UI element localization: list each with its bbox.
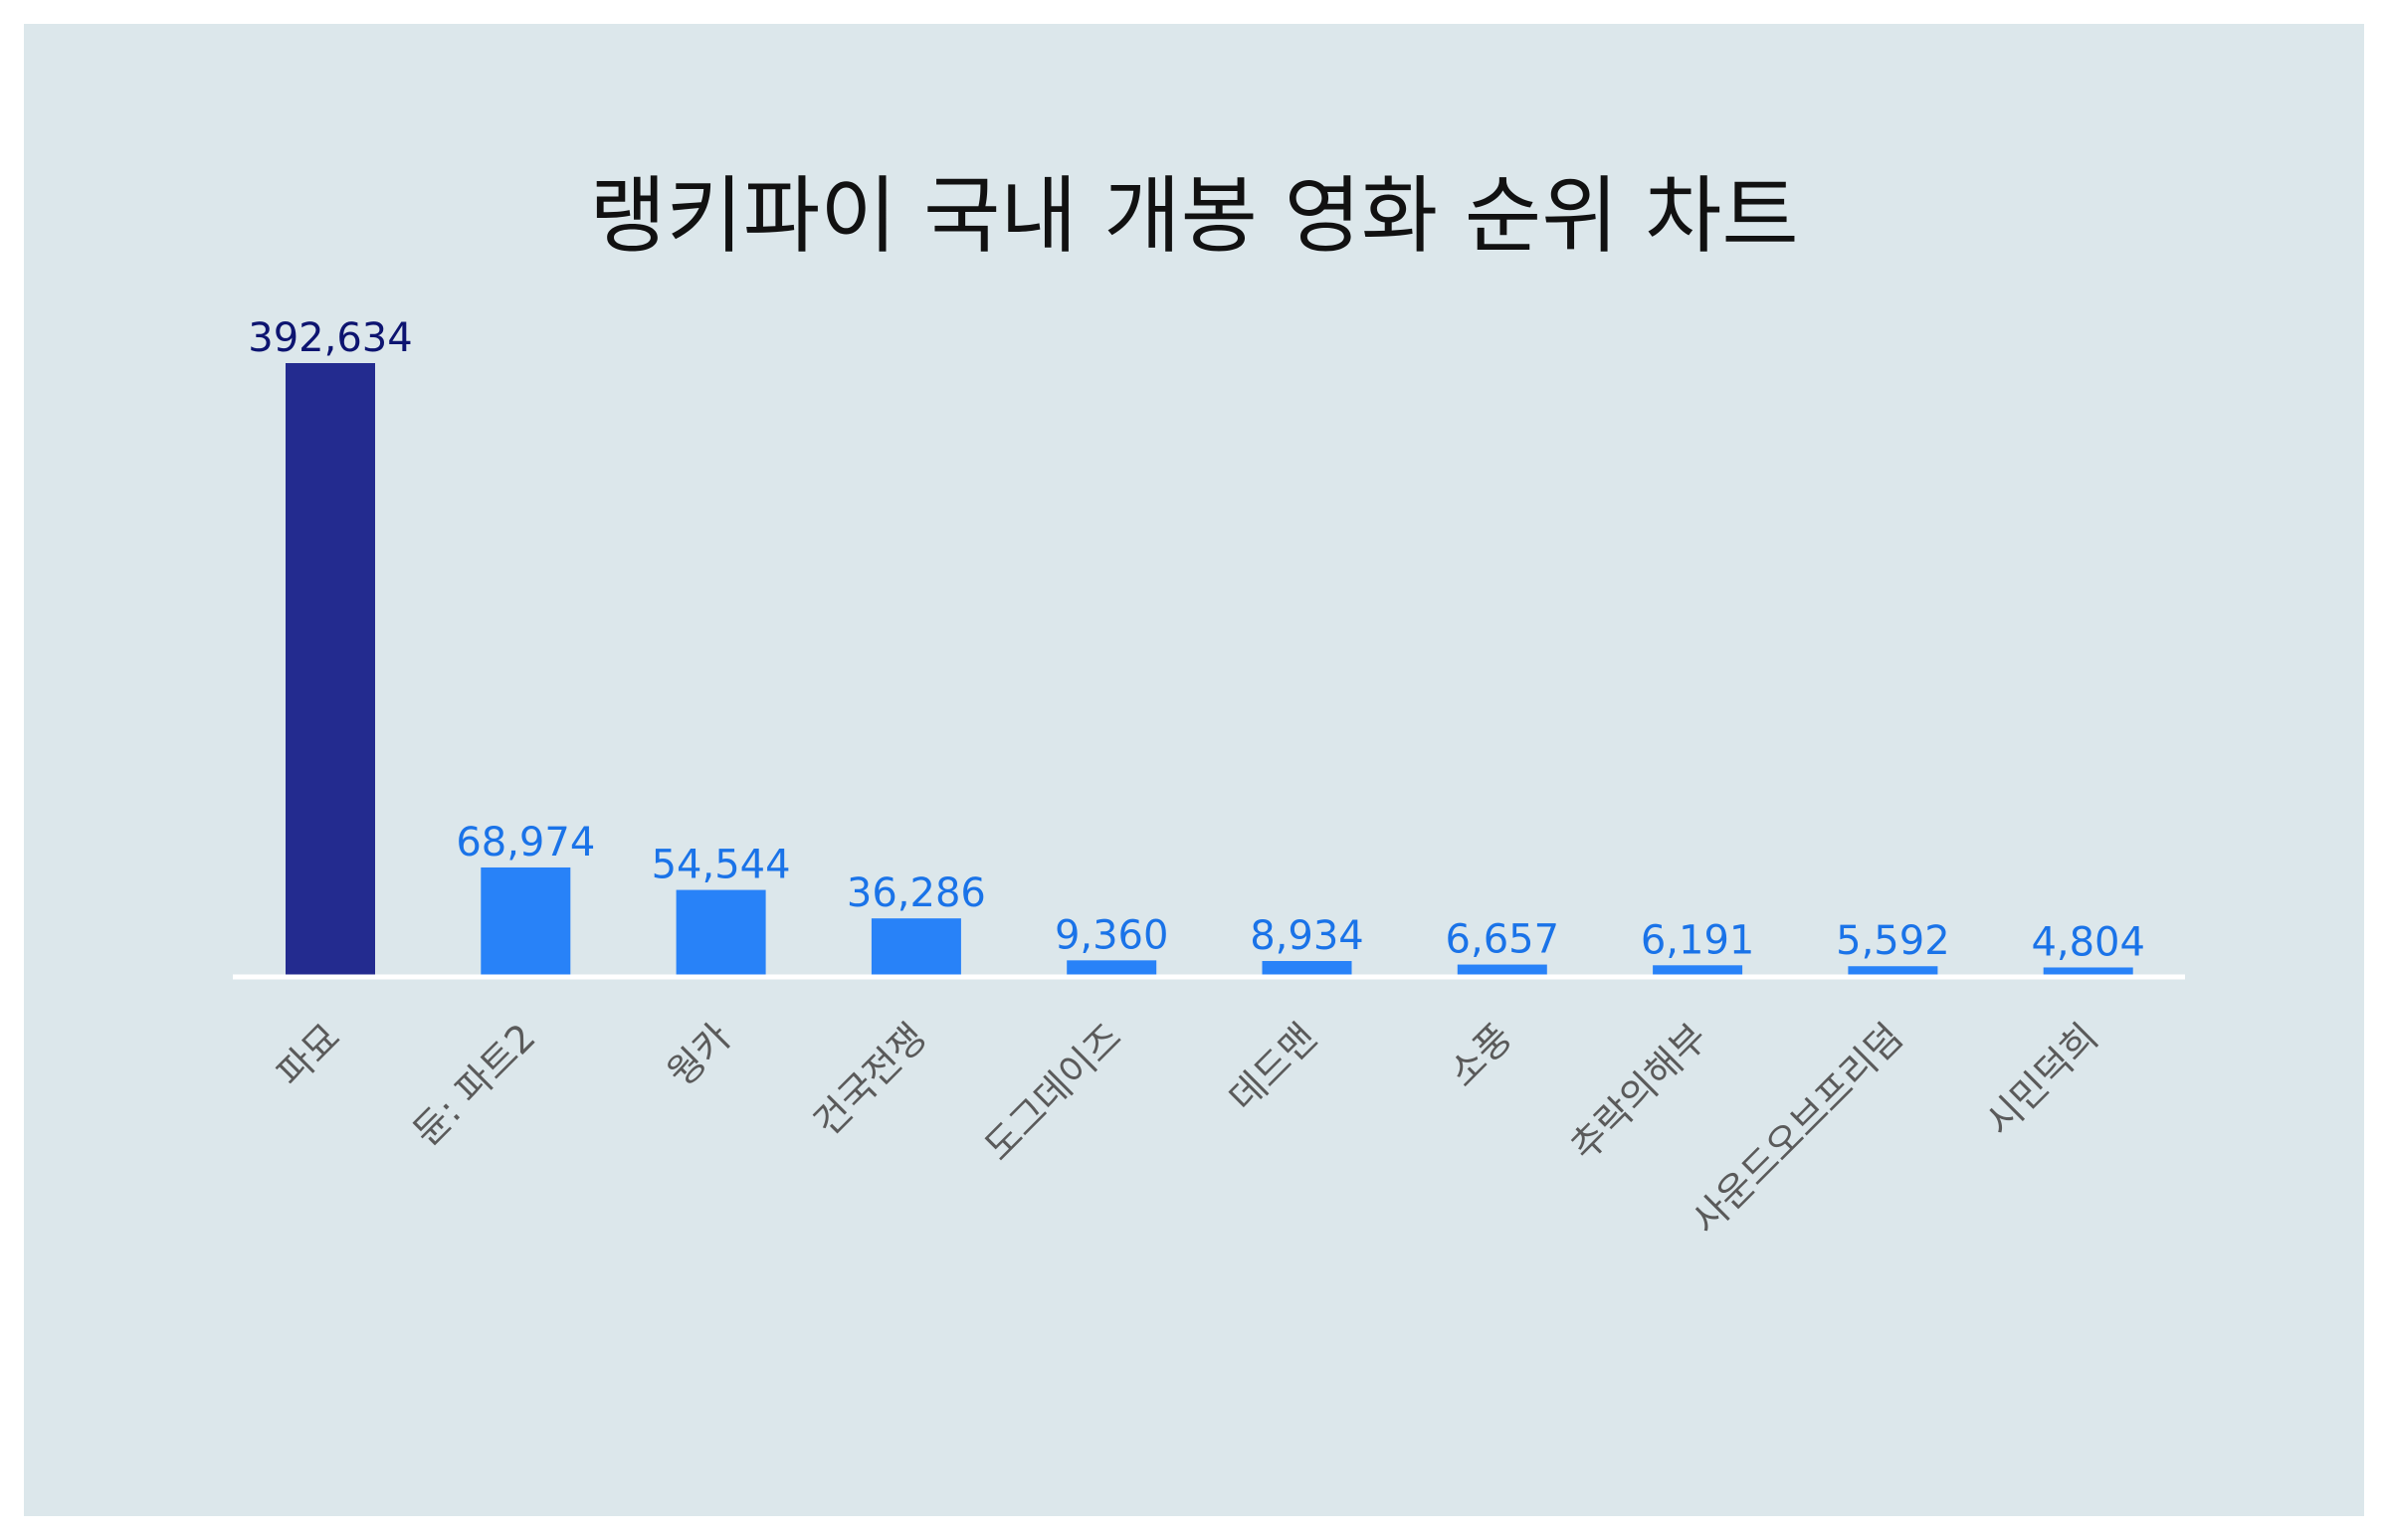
category-label-6: 데드맨 [1221,1015,1325,1119]
category-label-5: 도그데이즈 [976,1015,1130,1169]
bar-7 [1457,964,1547,975]
bar-9 [1848,966,1938,975]
bar-5 [1067,960,1157,975]
value-label-3: 54,544 [652,843,791,888]
bar-1 [286,363,375,975]
category-label-7: 소풍 [1441,1015,1521,1095]
category-label-9: 사운드오브프리덤 [1684,1015,1911,1243]
category-label-3: 웡카 [659,1015,739,1095]
bar-2 [481,866,571,975]
category-label-4: 건국전쟁 [805,1015,934,1144]
category-label-2: 듄: 파트2 [405,1015,544,1154]
bar-8 [1653,965,1743,975]
value-label-8: 6,191 [1641,917,1755,963]
chart-background [24,24,2364,1516]
category-label-1: 파묘 [269,1015,349,1095]
value-label-2: 68,974 [456,820,595,866]
category-label-8: 추락의해부 [1562,1015,1716,1169]
value-label-4: 36,286 [847,870,986,916]
bars-group [286,363,2133,975]
chart-title: 랭키파이 국내 개봉 영화 순위 차트 [589,167,1799,265]
bar-3 [676,889,766,975]
value-label-1: 392,634 [248,315,412,361]
value-label-6: 8,934 [1250,913,1364,959]
bar-4 [871,918,961,975]
value-label-5: 9,360 [1055,912,1169,958]
value-label-7: 6,657 [1446,917,1560,963]
value-labels-group: 392,634 68,974 54,544 36,286 9,360 8,934 6,657… [248,315,2145,965]
value-label-10: 4,804 [2031,919,2145,965]
category-label-10: 시민덕희 [1977,1015,2106,1144]
bar-10 [2043,967,2133,975]
bar-6 [1262,961,1352,975]
value-label-9: 5,592 [1836,918,1950,964]
